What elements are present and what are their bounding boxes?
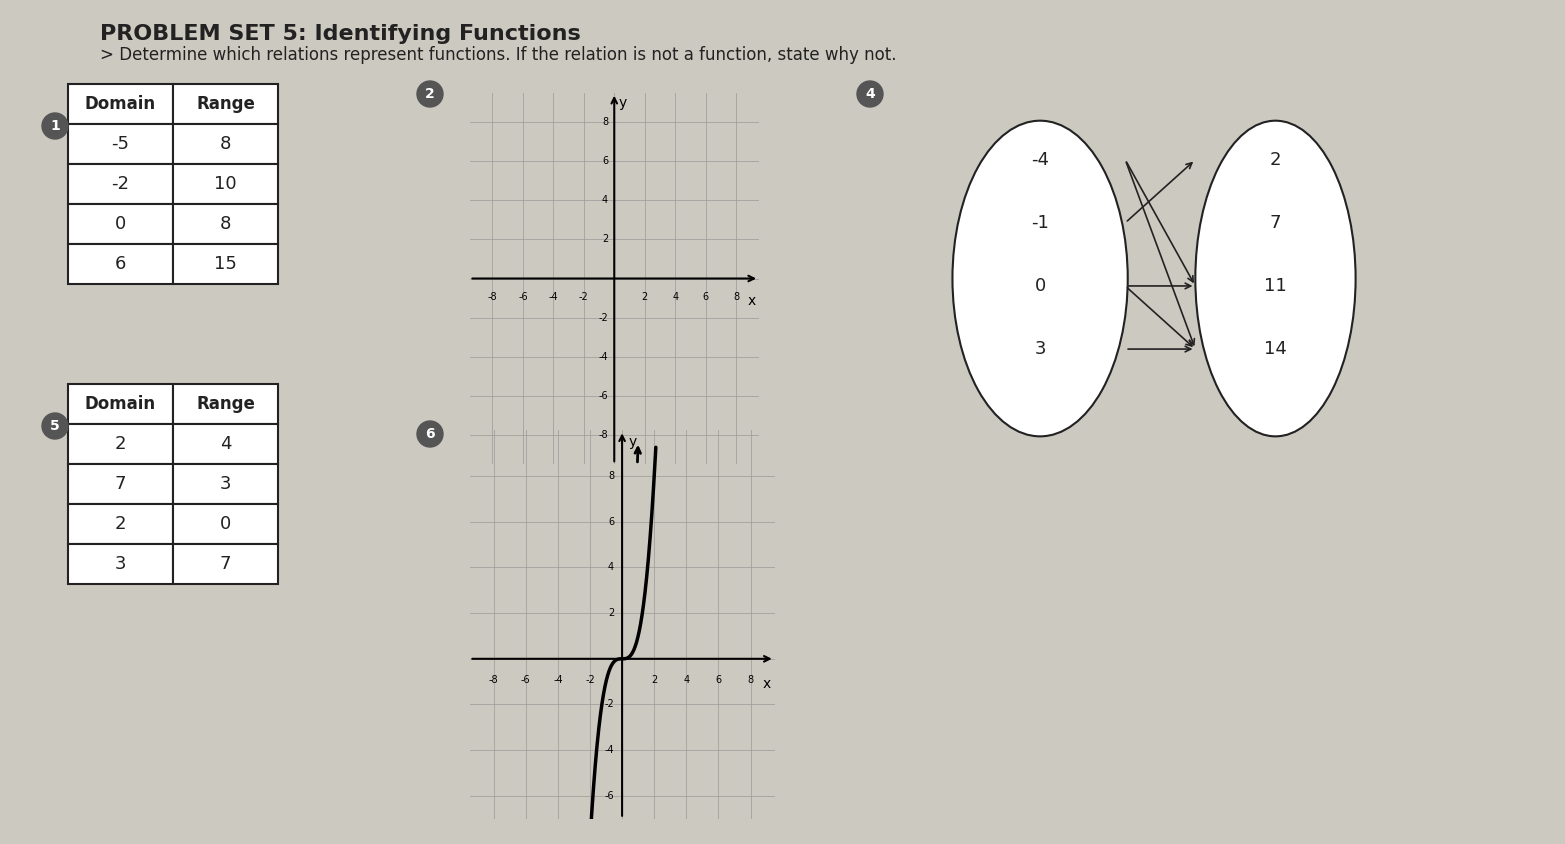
Text: -8: -8 [598, 430, 609, 440]
Text: 2: 2 [607, 609, 613, 618]
Bar [67, 124, 174, 164]
Bar [174, 244, 279, 284]
Bar [174, 84, 279, 124]
Text: -1: -1 [1031, 214, 1049, 232]
Text: 6: 6 [603, 156, 609, 166]
Text: 6: 6 [114, 255, 127, 273]
Bar [174, 504, 279, 544]
Text: -4: -4 [552, 675, 563, 684]
Text: 4: 4 [219, 435, 232, 453]
Text: 0: 0 [1034, 277, 1045, 295]
Text: 2: 2 [651, 675, 657, 684]
Text: 11: 11 [1265, 277, 1286, 295]
Text: -6: -6 [521, 675, 531, 684]
Text: -4: -4 [604, 745, 613, 755]
Bar [67, 204, 174, 244]
Text: 2: 2 [426, 87, 435, 101]
Text: 15: 15 [214, 255, 236, 273]
Circle shape [42, 113, 67, 139]
Text: 8: 8 [219, 215, 232, 233]
Text: x: x [747, 295, 756, 308]
Text: PROBLEM SET 5: Identifying Functions: PROBLEM SET 5: Identifying Functions [100, 24, 581, 44]
Text: 8: 8 [219, 135, 232, 153]
Text: -4: -4 [548, 292, 559, 302]
Text: 2: 2 [114, 435, 127, 453]
Text: 2: 2 [114, 515, 127, 533]
Bar [67, 504, 174, 544]
Bar [67, 384, 174, 424]
Text: 7: 7 [114, 475, 127, 493]
Bar [67, 164, 174, 204]
Bar [174, 164, 279, 204]
Text: x: x [762, 677, 772, 691]
Circle shape [416, 81, 443, 107]
Text: -5: -5 [111, 135, 130, 153]
Text: 4: 4 [865, 87, 875, 101]
Text: 7: 7 [219, 555, 232, 573]
Text: 4: 4 [607, 562, 613, 572]
Text: -4: -4 [598, 352, 609, 362]
Text: -4: -4 [1031, 151, 1049, 169]
Text: 1: 1 [50, 119, 59, 133]
Text: -2: -2 [598, 312, 609, 322]
Bar [67, 244, 174, 284]
Text: 2: 2 [1269, 151, 1282, 169]
Text: -8: -8 [488, 292, 498, 302]
Text: 10: 10 [214, 175, 236, 193]
Text: Range: Range [196, 95, 255, 113]
Ellipse shape [953, 121, 1128, 436]
Text: 3: 3 [1034, 340, 1045, 358]
Text: y: y [618, 95, 628, 110]
Text: 2: 2 [603, 235, 609, 245]
Text: Range: Range [196, 395, 255, 413]
Text: -6: -6 [604, 791, 613, 801]
Text: 0: 0 [114, 215, 127, 233]
Circle shape [416, 421, 443, 447]
Text: -2: -2 [585, 675, 595, 684]
Text: Domain: Domain [85, 395, 156, 413]
Text: -2: -2 [579, 292, 588, 302]
Text: 4: 4 [603, 195, 609, 205]
Text: 4: 4 [684, 675, 690, 684]
Text: -8: -8 [488, 675, 498, 684]
Text: 2: 2 [642, 292, 648, 302]
Bar [174, 384, 279, 424]
Text: > Determine which relations represent functions. If the relation is not a functi: > Determine which relations represent fu… [100, 46, 897, 64]
Text: 8: 8 [603, 117, 609, 127]
Text: 8: 8 [607, 471, 613, 481]
Bar [174, 424, 279, 464]
Text: 6: 6 [607, 517, 613, 527]
Text: -6: -6 [598, 391, 609, 401]
Text: y: y [629, 435, 637, 449]
Bar [67, 84, 174, 124]
Text: 6: 6 [703, 292, 709, 302]
Ellipse shape [1196, 121, 1355, 436]
Text: -6: -6 [518, 292, 527, 302]
Text: 6: 6 [715, 675, 721, 684]
Text: 0: 0 [219, 515, 232, 533]
Text: 3: 3 [114, 555, 127, 573]
Text: Domain: Domain [85, 95, 156, 113]
Bar [174, 124, 279, 164]
Text: 14: 14 [1265, 340, 1286, 358]
Text: 5: 5 [50, 419, 59, 433]
Bar [174, 544, 279, 584]
Bar [67, 544, 174, 584]
Text: 3: 3 [219, 475, 232, 493]
Bar [67, 424, 174, 464]
Circle shape [42, 413, 67, 439]
Text: 7: 7 [1269, 214, 1282, 232]
Bar [174, 464, 279, 504]
Text: -2: -2 [111, 175, 130, 193]
Text: 6: 6 [426, 427, 435, 441]
Text: 4: 4 [671, 292, 678, 302]
Circle shape [858, 81, 883, 107]
Bar [67, 464, 174, 504]
Text: 8: 8 [732, 292, 739, 302]
Text: 8: 8 [748, 675, 754, 684]
Bar [174, 204, 279, 244]
Text: -2: -2 [604, 700, 613, 710]
